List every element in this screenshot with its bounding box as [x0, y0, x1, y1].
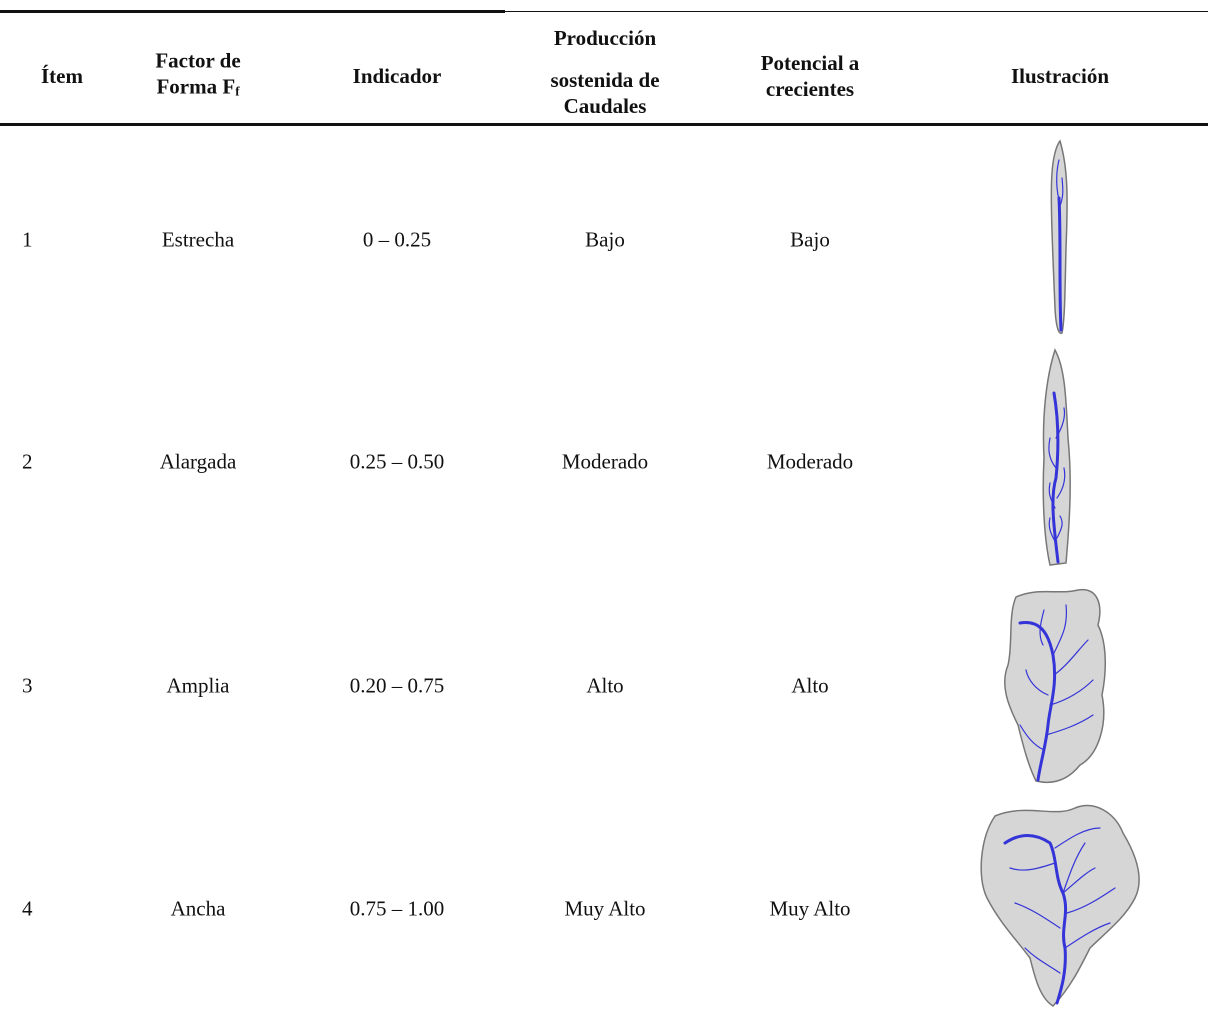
header-text: Potencial a — [761, 51, 860, 75]
table-cell: Alargada — [160, 450, 237, 475]
illustration-elongated — [1020, 348, 1090, 570]
header-cell: Indicador — [353, 63, 442, 89]
header-line: crecientes — [761, 76, 860, 102]
illustration-broad — [975, 798, 1145, 1010]
illustration-narrow — [1035, 138, 1085, 338]
table-cell: Bajo — [790, 228, 830, 253]
header-line: sostenida de — [550, 67, 659, 93]
illustration-wide — [998, 585, 1118, 790]
table-cell: Moderado — [562, 450, 648, 475]
header-line: Forma Ff — [155, 74, 240, 105]
header-line: Indicador — [353, 63, 442, 89]
table-cell: Bajo — [585, 228, 625, 253]
header-line: Potencial a — [761, 50, 860, 76]
header-text: crecientes — [766, 77, 854, 101]
table-cell: Ancha — [171, 897, 226, 922]
table-cell: 2 — [22, 450, 33, 475]
header-subscript: f — [235, 84, 239, 99]
top-rule-thin — [505, 11, 1208, 12]
header-text: Ítem — [41, 64, 83, 88]
table-cell: 1 — [22, 228, 33, 253]
top-rule-thick — [0, 10, 505, 13]
table-cell: Alto — [586, 674, 623, 699]
table-cell: 0.75 – 1.00 — [350, 897, 445, 922]
table-cell: 0.20 – 0.75 — [350, 674, 445, 699]
header-cell: Ítem — [41, 63, 83, 89]
table-cell: 4 — [22, 897, 33, 922]
header-line: Producción — [550, 25, 659, 51]
header-line: Caudales — [550, 93, 659, 119]
header-cell: Ilustración — [1011, 63, 1109, 89]
header-text: Forma F — [156, 75, 235, 99]
table-cell: 0.25 – 0.50 — [350, 450, 445, 475]
table-cell: Amplia — [167, 674, 230, 699]
header-line: Ilustración — [1011, 63, 1109, 89]
header-text: Ilustración — [1011, 64, 1109, 88]
page: Ítem Factor deForma Ff Indicador Producción… — [0, 0, 1208, 1009]
header-text: Producción — [554, 26, 656, 50]
header-text: Factor de — [155, 49, 240, 73]
header-text: Caudales — [564, 94, 647, 118]
header-text: Indicador — [353, 64, 442, 88]
table-cell: Alto — [791, 674, 828, 699]
header-text: sostenida de — [550, 68, 659, 92]
table-cell: 0 – 0.25 — [363, 228, 431, 253]
table-cell: Muy Alto — [769, 897, 850, 922]
table-cell: 3 — [22, 674, 33, 699]
header-rule — [0, 123, 1208, 126]
table-cell: Muy Alto — [564, 897, 645, 922]
table-cell: Estrecha — [162, 228, 234, 253]
table-cell: Moderado — [767, 450, 853, 475]
header-line: Ítem — [41, 63, 83, 89]
header-line: Factor de — [155, 48, 240, 74]
